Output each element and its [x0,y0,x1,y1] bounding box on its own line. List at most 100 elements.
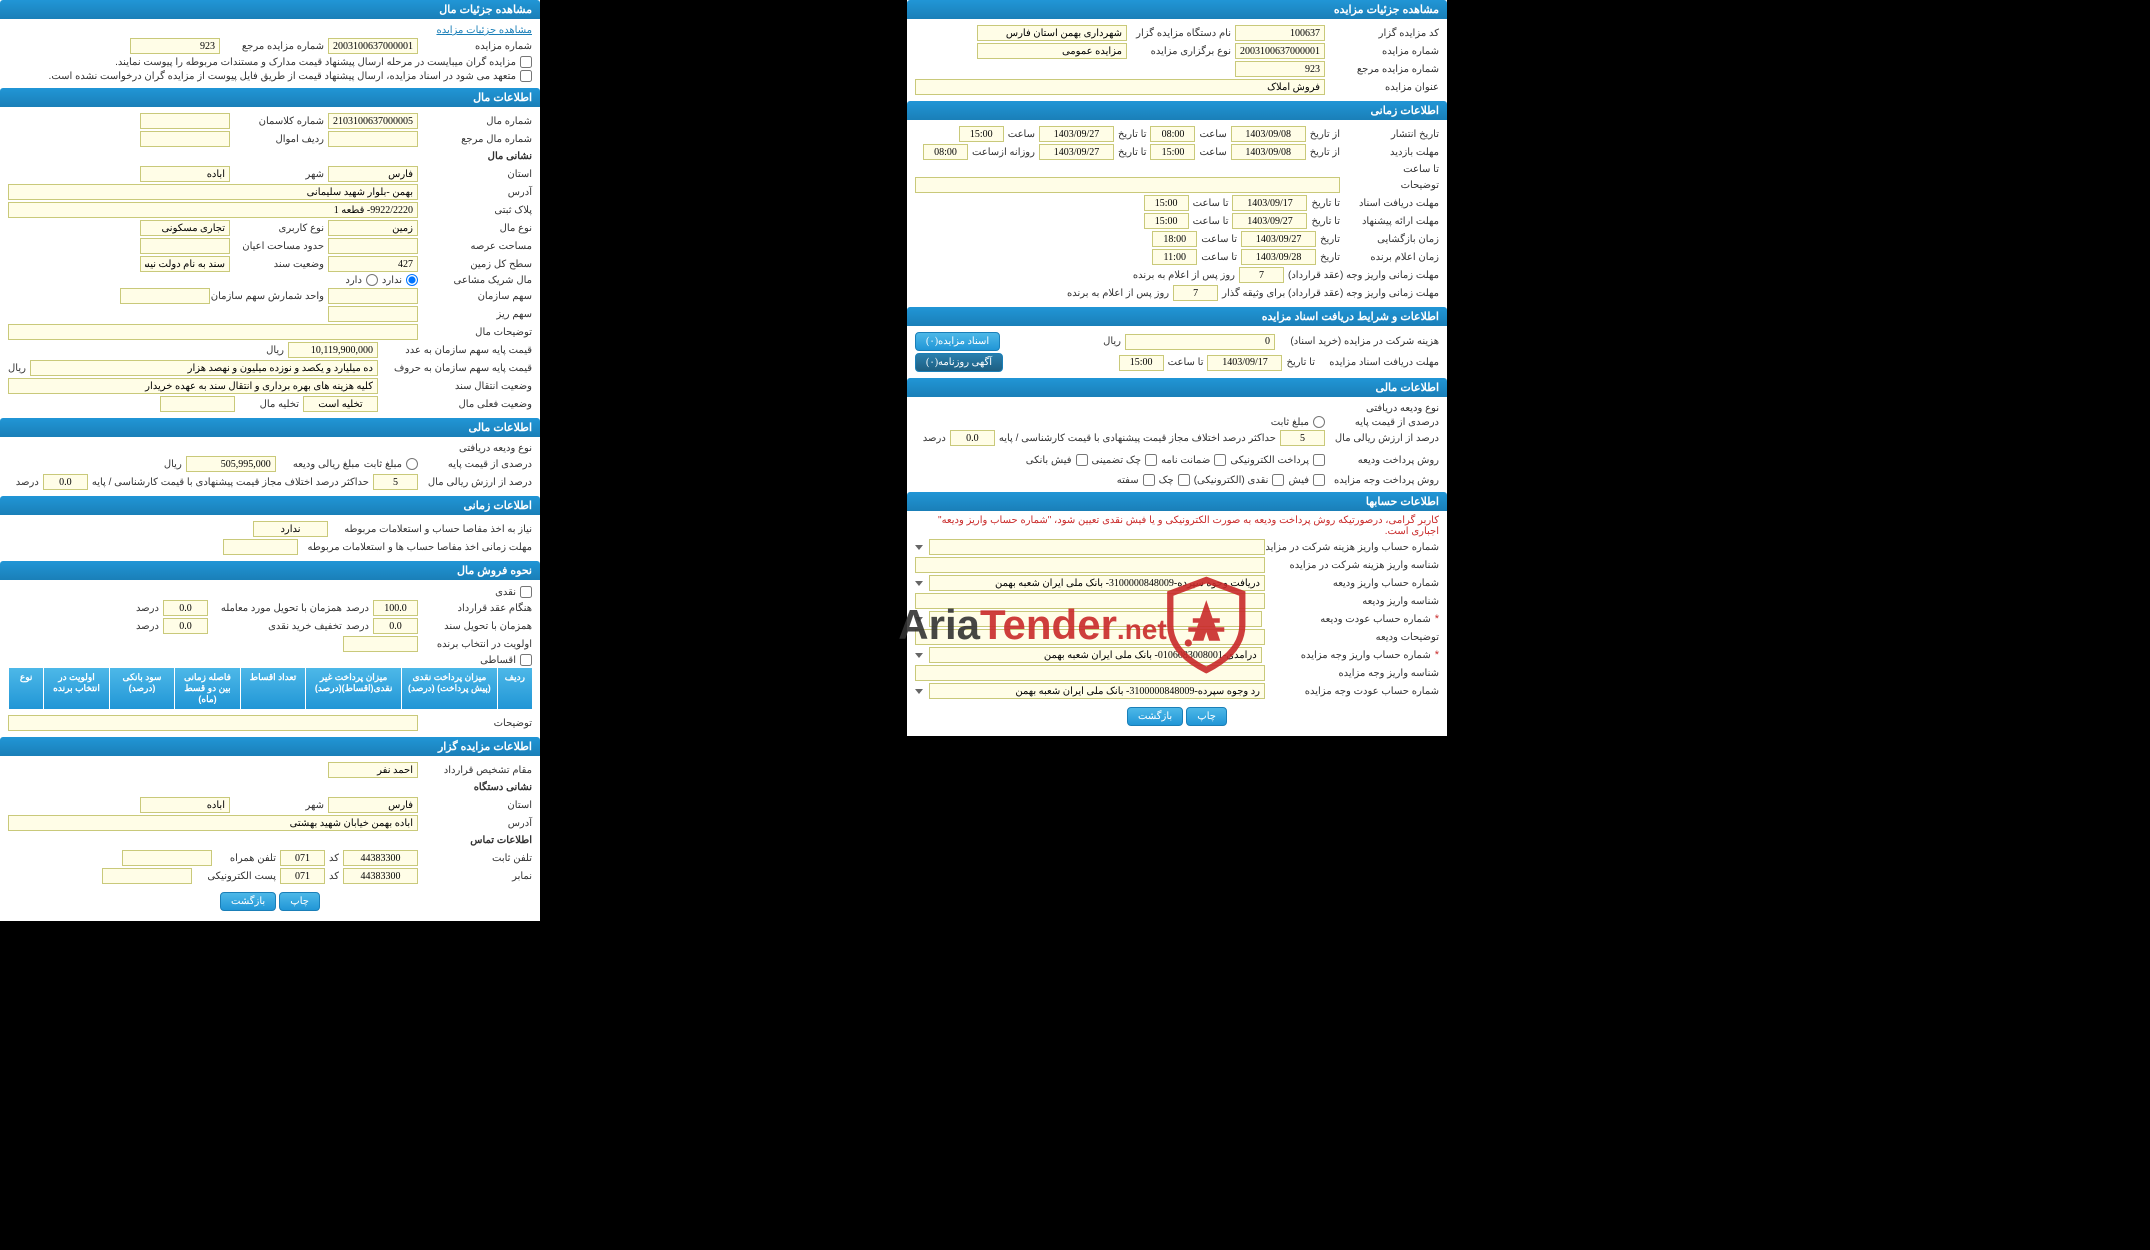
visit-time[interactable] [1150,144,1195,160]
ref-input[interactable] [1235,61,1325,77]
ref-prop-input[interactable] [328,131,418,147]
installment-check[interactable] [520,654,532,666]
fixed-radio-l[interactable] [406,458,418,470]
cash-check[interactable] [520,586,532,598]
auth-input[interactable] [328,762,418,778]
pct-input[interactable] [1280,430,1325,446]
province-input[interactable] [328,166,418,182]
other-input[interactable] [328,306,418,322]
auction-num-input[interactable] [328,38,418,54]
back-button-l[interactable]: بازگشت [220,892,276,911]
cash-elec-check[interactable] [1272,474,1284,486]
participate-id-input[interactable] [915,557,1265,573]
cost-input[interactable] [1125,334,1275,350]
print-button-l[interactable]: چاپ [279,892,320,911]
open-date[interactable] [1241,231,1316,247]
cash-discount-input[interactable] [163,618,208,634]
publish-to-date[interactable] [1039,126,1114,142]
mobile-input[interactable] [122,850,212,866]
doc-input[interactable] [140,256,230,272]
vacate-input[interactable] [160,396,235,412]
email-input[interactable] [102,868,192,884]
note2-check[interactable] [520,70,532,82]
org-share-input[interactable] [328,288,418,304]
class-input[interactable] [140,113,230,129]
city-input[interactable] [140,166,230,182]
building-input[interactable] [140,238,230,254]
contract-input[interactable] [373,600,418,616]
back-button[interactable]: بازگشت [1127,707,1183,726]
code-input[interactable] [1235,25,1325,41]
use-input[interactable] [140,220,230,236]
view-auction-link[interactable]: مشاهده جزئیات مزایده [436,25,532,36]
address-input[interactable] [8,184,418,200]
auction-return-input[interactable] [929,683,1265,699]
receipt-check[interactable] [1313,474,1325,486]
fax-input[interactable] [343,868,418,884]
transfer-input[interactable] [8,378,378,394]
notes-input[interactable] [8,715,418,731]
desc-input[interactable] [915,177,1340,193]
org-input[interactable] [977,25,1127,41]
receive-time[interactable] [1144,195,1189,211]
fixed-radio[interactable] [1313,416,1325,428]
print-button[interactable]: چاپ [1186,707,1227,726]
check-guarantee-check[interactable] [1145,454,1157,466]
deposit-amt-input[interactable] [186,456,276,472]
guarantee-days[interactable] [1173,285,1218,301]
news-button[interactable]: آگهی روزنامه(۰) [915,353,1003,372]
receive-date[interactable] [1232,195,1307,211]
need-input[interactable] [253,521,328,537]
asset-row-input[interactable] [140,131,230,147]
plate-input[interactable] [8,202,418,218]
offer-date[interactable] [1232,213,1307,229]
pct-input-l[interactable] [373,474,418,490]
max-diff-input-l[interactable] [43,474,88,490]
prop-type-input[interactable] [328,220,418,236]
doc-delivery-input[interactable] [373,618,418,634]
note1-check[interactable] [520,56,532,68]
deposit-days[interactable] [1239,267,1284,283]
open-time[interactable] [1152,231,1197,247]
auction-num-input[interactable] [1235,43,1325,59]
current-input[interactable] [303,396,378,412]
check-check[interactable] [1178,474,1190,486]
visit-date[interactable] [1231,144,1306,160]
title-input[interactable] [915,79,1325,95]
address-input-o[interactable] [8,815,418,831]
announce-time[interactable] [1152,249,1197,265]
delivery-input[interactable] [163,600,208,616]
announce-date[interactable] [1241,249,1316,265]
bank-receipt-check[interactable] [1076,454,1088,466]
electronic-check[interactable] [1313,454,1325,466]
deadline-input[interactable] [223,539,298,555]
code-input[interactable] [280,850,325,866]
phone-input[interactable] [343,850,418,866]
dropdown-icon[interactable] [915,545,923,550]
participate-acc-input[interactable] [929,539,1265,555]
arena-input[interactable] [328,238,418,254]
no-radio[interactable] [406,274,418,286]
price-num-input[interactable] [288,342,378,358]
count-input[interactable] [120,288,210,304]
receive-deadline-time[interactable] [1119,355,1164,371]
type-input[interactable] [977,43,1127,59]
ref-input[interactable] [130,38,220,54]
offer-time[interactable] [1144,213,1189,229]
receive-deadline-date[interactable] [1207,355,1282,371]
price-word-input[interactable] [30,360,378,376]
fax-code-input[interactable] [280,868,325,884]
max-diff-input[interactable] [950,430,995,446]
daily-from-time[interactable] [923,144,968,160]
dropdown-icon[interactable] [915,689,923,694]
prop-num-input[interactable] [328,113,418,129]
province-input-o[interactable] [328,797,418,813]
yes-radio[interactable] [366,274,378,286]
publish-to-time[interactable] [959,126,1004,142]
guarantee-check[interactable] [1214,454,1226,466]
total-input[interactable] [328,256,418,272]
priority-input[interactable] [343,636,418,652]
publish-time[interactable] [1150,126,1195,142]
city-input-o[interactable] [140,797,230,813]
publish-date[interactable] [1231,126,1306,142]
